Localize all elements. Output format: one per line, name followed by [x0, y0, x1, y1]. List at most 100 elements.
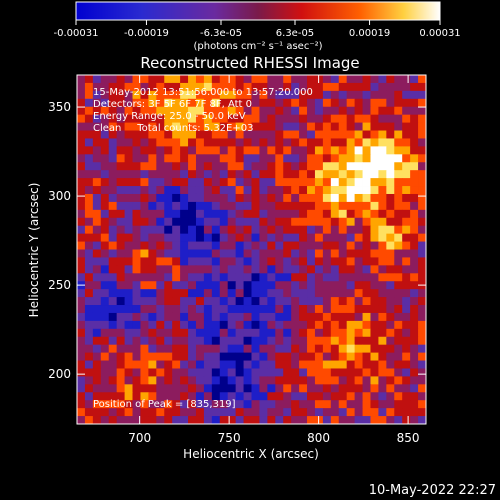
heatmap-cell	[100, 400, 110, 409]
heatmap-cell	[291, 320, 300, 330]
heatmap-cell	[116, 170, 125, 179]
heatmap-cell	[84, 193, 94, 203]
heatmap-cell	[211, 281, 221, 290]
heatmap-cell	[243, 416, 252, 424]
heatmap-cell	[338, 392, 348, 401]
heatmap-cell	[172, 360, 181, 369]
heatmap-cell	[378, 376, 387, 385]
heatmap-cell	[307, 162, 316, 171]
heatmap-cell	[283, 75, 292, 84]
heatmap-cell	[402, 122, 411, 131]
heatmap-cell	[203, 384, 213, 393]
heatmap-cell	[394, 75, 403, 84]
heatmap-cell	[338, 257, 348, 266]
heatmap-cell	[307, 392, 316, 401]
heatmap-cell	[410, 201, 419, 211]
heatmap-cell	[402, 162, 411, 171]
heatmap-cell	[108, 368, 118, 377]
heatmap-cell	[394, 320, 403, 330]
heatmap-cell	[314, 98, 324, 108]
heatmap-cell	[314, 201, 324, 211]
heatmap-cell	[148, 257, 157, 266]
heatmap-cell	[322, 368, 332, 377]
heatmap-cell	[100, 249, 110, 258]
heatmap-cell	[307, 400, 316, 409]
heatmap-cell	[92, 82, 102, 92]
heatmap-cell	[164, 320, 173, 330]
heatmap-cell	[100, 209, 110, 219]
heatmap-cell	[283, 312, 292, 322]
heatmap-cell	[164, 122, 173, 131]
heatmap-cell	[172, 201, 181, 211]
heatmap-cell	[275, 201, 284, 211]
heatmap-cell	[275, 400, 284, 409]
heatmap-cell	[219, 193, 229, 203]
heatmap-cell	[164, 75, 173, 84]
heatmap-cell	[235, 130, 244, 139]
heatmap-cell	[243, 114, 252, 123]
heatmap-cell	[124, 392, 133, 401]
heatmap-cell	[259, 178, 268, 187]
heatmap-cell	[402, 360, 411, 369]
heatmap-cell	[275, 360, 284, 369]
heatmap-cell	[307, 209, 316, 219]
heatmap-cell	[394, 257, 403, 266]
heatmap-cell	[140, 408, 149, 417]
heatmap-cell	[195, 75, 205, 84]
heatmap-cell	[386, 281, 395, 290]
heatmap-cell	[307, 106, 316, 116]
heatmap-cell	[370, 162, 379, 171]
heatmap-cell	[418, 376, 426, 385]
heatmap-cell	[124, 416, 133, 424]
heatmap-cell	[402, 209, 411, 219]
heatmap-cell	[188, 106, 197, 116]
heatmap-cell	[116, 225, 125, 235]
heatmap-cell	[227, 75, 237, 84]
heatmap-cell	[275, 328, 284, 338]
heatmap-cell	[251, 368, 260, 377]
heatmap-cell	[132, 297, 141, 306]
heatmap-cell	[394, 186, 403, 195]
heatmap-cell	[132, 352, 141, 361]
heatmap-cell	[299, 273, 308, 282]
heatmap-cell	[322, 98, 332, 108]
heatmap-cell	[92, 352, 102, 361]
heatmap-cell	[92, 217, 102, 227]
heatmap-cell	[188, 217, 197, 227]
heatmap-cell	[394, 154, 403, 163]
heatmap-cell	[275, 297, 284, 306]
heatmap-cell	[346, 146, 356, 155]
heatmap-cell	[108, 344, 118, 354]
heatmap-cell	[227, 249, 237, 258]
heatmap-cell	[243, 305, 252, 314]
heatmap-cell	[275, 90, 284, 100]
heatmap-cell	[180, 376, 189, 385]
heatmap-cell	[299, 122, 308, 131]
heatmap-cell	[195, 90, 205, 100]
heatmap-cell	[180, 416, 189, 424]
heatmap-cell	[140, 249, 149, 258]
heatmap-cell	[299, 106, 308, 116]
heatmap-cell	[164, 384, 173, 393]
heatmap-cell	[299, 130, 308, 139]
heatmap-cell	[314, 281, 324, 290]
heatmap-cell	[164, 305, 173, 314]
heatmap-cell	[291, 146, 300, 155]
heatmap-cell	[346, 241, 356, 250]
heatmap-cell	[203, 312, 213, 322]
heatmap-cell	[330, 408, 340, 417]
heatmap-cell	[402, 170, 411, 179]
heatmap-cell	[410, 376, 419, 385]
heatmap-cell	[243, 265, 252, 274]
heatmap-cell	[378, 328, 387, 338]
heatmap-cell	[148, 106, 157, 116]
heatmap-cell	[267, 328, 276, 338]
heatmap-cell	[418, 297, 426, 306]
heatmap-cell	[148, 241, 157, 250]
heatmap-cell	[283, 336, 292, 346]
heatmap-cell	[235, 281, 244, 290]
heatmap-cell	[314, 376, 324, 385]
heatmap-cell	[172, 178, 181, 187]
heatmap-cell	[108, 106, 118, 116]
heatmap-cell	[275, 209, 284, 219]
